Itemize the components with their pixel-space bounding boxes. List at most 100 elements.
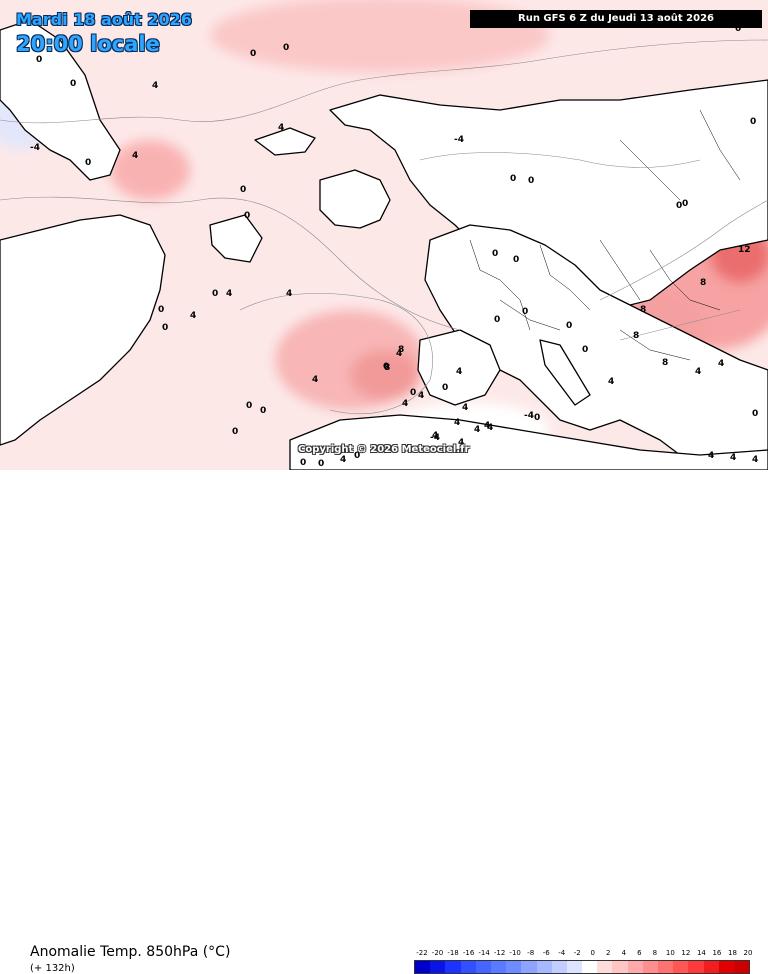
colorbar-label: 4 [621, 949, 627, 957]
colorbar-swatch [506, 961, 522, 973]
colorbar-label: -4 [558, 949, 566, 957]
contour-label: 0 [582, 345, 588, 355]
contour-label: 0 [528, 176, 534, 186]
colorbar-label: 18 [728, 949, 737, 957]
warm-core-azores [350, 350, 420, 400]
contour-label: 4 [190, 311, 196, 321]
contour-label: 0 [250, 49, 256, 59]
colorbar-label: -6 [542, 949, 550, 957]
colorbar-swatch [415, 961, 431, 973]
contour-label: 0 [534, 413, 540, 423]
contour-label: 4 [718, 359, 724, 369]
contour-label: 8 [398, 345, 404, 355]
contour-label: 0 [240, 185, 246, 195]
contour-label: 4 [454, 418, 460, 428]
colorbar-label: 16 [712, 949, 722, 957]
colorbar-label: 0 [590, 949, 595, 957]
contour-label: 0 [318, 459, 324, 469]
contour-label: 4 [312, 375, 318, 385]
contour-label: 0 [750, 117, 756, 127]
contour-label: -4 [524, 411, 534, 421]
contour-label: 0 [442, 383, 448, 393]
colorbar-label: -14 [478, 949, 490, 957]
colorbar-label: 8 [652, 949, 658, 957]
contour-label: 8 [384, 363, 390, 373]
colorbar [414, 960, 750, 974]
contour-label: 0 [510, 174, 516, 184]
greenland-landmass [0, 19, 121, 181]
colorbar-label: -22 [416, 949, 428, 957]
iberia-landmass [417, 329, 501, 406]
colorbar-swatch [718, 961, 734, 973]
contour-label: 4 [458, 438, 464, 448]
contour-label: 4 [286, 289, 292, 299]
contour-label: 4 [132, 151, 138, 161]
iceland-landmass [254, 127, 316, 156]
contour-label: 8 [640, 305, 646, 315]
contour-label: 4 [484, 421, 490, 431]
forecast-lead: (+ 132h) [30, 963, 75, 974]
colorbar-swatch [658, 961, 674, 973]
contour-label: 4 [695, 367, 701, 377]
contour-label: 0 [494, 315, 500, 325]
contour-label: 8 [700, 278, 706, 288]
colorbar-swatch [582, 961, 598, 973]
contour-label: 0 [212, 289, 218, 299]
contour-label: -4 [30, 143, 40, 153]
contour-label: 4 [708, 451, 714, 461]
contour-label: 4 [752, 455, 758, 465]
colorbar-label: -16 [462, 949, 475, 957]
contour-label: 0 [300, 458, 306, 468]
contour-label: 4 [730, 453, 736, 463]
contour-label: 0 [354, 451, 360, 461]
contour-label: 4 [396, 349, 402, 359]
contour-label: 4 [402, 399, 408, 409]
colorbar-swatch [688, 961, 704, 973]
contour-label: 8 [633, 331, 639, 341]
contour-label: 0 [158, 305, 164, 315]
colorbar-swatch [642, 961, 658, 973]
contour-label: 0 [513, 255, 519, 265]
colorbar-swatch [566, 961, 583, 973]
contour-label: 0 [735, 24, 741, 34]
contour-label: 0 [244, 211, 250, 221]
contour-label: 0 [566, 321, 572, 331]
colorbar-swatch [703, 961, 719, 973]
contour-label: 0 [36, 55, 42, 65]
colorbar-swatch [445, 961, 461, 973]
contour-label: 4 [462, 403, 468, 413]
colorbar-label: 6 [637, 949, 642, 957]
contour-label: 0 [383, 362, 389, 372]
contour-label: 0 [232, 427, 238, 437]
contour-label: 0 [522, 307, 528, 317]
newfoundland-landmass [209, 214, 263, 263]
north-africa-landmass [289, 414, 768, 470]
contour-label: 0 [85, 158, 91, 168]
colorbar-label: 12 [681, 949, 691, 957]
contour-label: 4 [432, 431, 438, 441]
contour-label: -4 [430, 433, 440, 443]
colorbar-swatch [733, 961, 750, 973]
borders [469, 109, 741, 361]
contour-label: 4 [487, 423, 493, 433]
legend-footer: Anomalie Temp. 850hPa (°C) (+ 132h) -22-… [0, 470, 768, 974]
colorbar-label: -8 [527, 949, 535, 957]
contour-label: 4 [152, 81, 158, 91]
colorbar-label: -20 [431, 949, 444, 957]
colorbar-swatch [490, 961, 507, 973]
warm-patch-greenland-sea [210, 0, 550, 73]
contour-label: 4 [608, 377, 614, 387]
colorbar-label: -10 [509, 949, 521, 957]
contour-label: 0 [162, 323, 168, 333]
copyright-text: Copyright © 2026 Meteociel.fr [298, 444, 470, 455]
contour-label: 4 [456, 367, 462, 377]
contour-label: -4 [454, 135, 464, 145]
uk-landmass [319, 169, 391, 229]
italy-landmass [539, 339, 591, 406]
colorbar-swatch [612, 961, 628, 973]
variable-title: Anomalie Temp. 850hPa (°C) [30, 944, 231, 960]
contour-label: 0 [682, 199, 688, 209]
colorbar-label: 20 [743, 949, 753, 957]
